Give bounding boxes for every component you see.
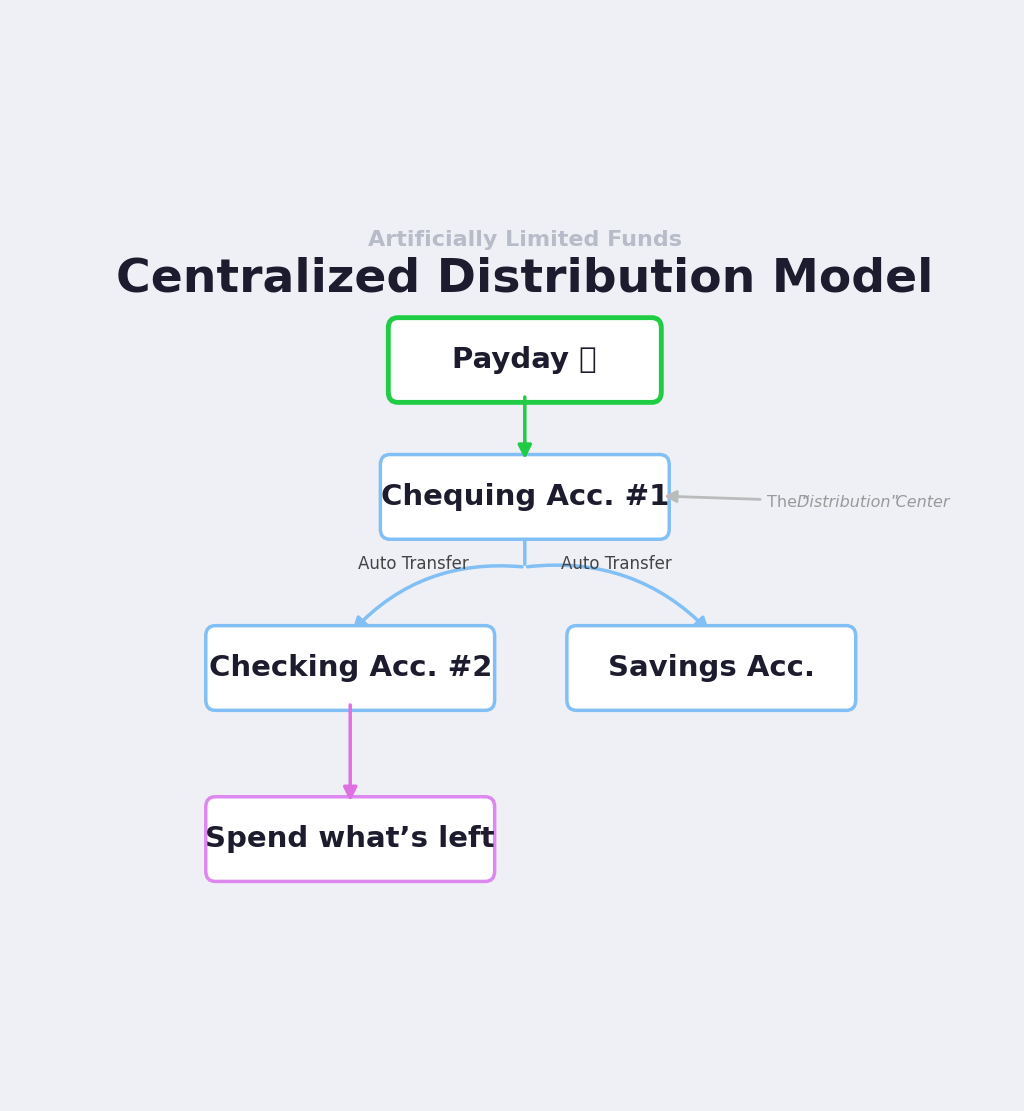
Text: Distribution Center: Distribution Center	[797, 496, 949, 510]
FancyBboxPatch shape	[206, 797, 495, 881]
Text: Centralized Distribution Model: Centralized Distribution Model	[116, 257, 934, 301]
Text: Auto Transfer: Auto Transfer	[561, 554, 672, 572]
Text: Auto Transfer: Auto Transfer	[358, 554, 469, 572]
Text: ”: ”	[891, 496, 899, 510]
Text: Checking Acc. #2: Checking Acc. #2	[209, 654, 492, 682]
Text: The “: The “	[767, 496, 810, 510]
Text: Savings Acc.: Savings Acc.	[608, 654, 815, 682]
FancyBboxPatch shape	[388, 318, 662, 402]
FancyBboxPatch shape	[380, 454, 670, 539]
Text: Payday 🎉: Payday 🎉	[453, 346, 597, 374]
FancyBboxPatch shape	[206, 625, 495, 710]
Text: Artificially Limited Funds: Artificially Limited Funds	[368, 230, 682, 250]
Text: Chequing Acc. #1: Chequing Acc. #1	[381, 483, 669, 511]
Text: Spend what’s left: Spend what’s left	[206, 825, 495, 853]
FancyBboxPatch shape	[567, 625, 856, 710]
